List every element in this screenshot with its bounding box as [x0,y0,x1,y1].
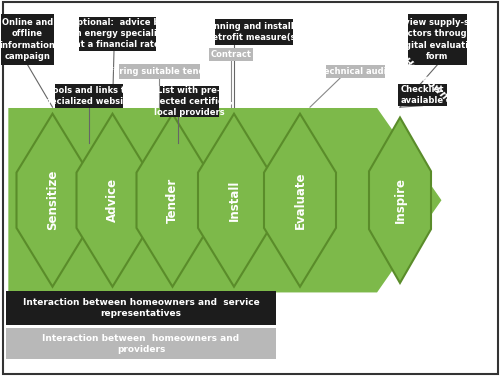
FancyBboxPatch shape [209,48,253,61]
Text: Interaction between  homeowners and
providers: Interaction between homeowners and provi… [42,334,239,354]
Text: Offering suitable tenders: Offering suitable tenders [99,67,219,76]
Polygon shape [264,114,336,287]
FancyBboxPatch shape [2,14,54,65]
Text: Providers: Providers [408,283,456,327]
Text: Interaction between homeowners and  service
representatives: Interaction between homeowners and servi… [22,298,260,318]
Text: List with pre-
selected certified,
local providers: List with pre- selected certified, local… [146,86,233,117]
Text: Technical audit: Technical audit [319,67,391,76]
Text: Install: Install [228,179,240,221]
Polygon shape [76,114,148,287]
FancyBboxPatch shape [398,84,447,106]
Text: Advice: Advice [106,178,119,222]
Polygon shape [8,107,442,293]
FancyBboxPatch shape [118,64,200,79]
FancyBboxPatch shape [78,17,156,51]
FancyBboxPatch shape [215,19,293,45]
FancyBboxPatch shape [326,65,384,78]
Text: Homeowners: Homeowners [400,56,463,115]
Text: Evaluate: Evaluate [294,171,306,229]
Polygon shape [136,114,208,287]
Text: Tender: Tender [166,177,179,223]
FancyBboxPatch shape [160,86,218,117]
Text: Planning and installing
retrofit measure(s): Planning and installing retrofit measure… [199,22,309,42]
Polygon shape [369,117,431,283]
FancyBboxPatch shape [6,291,276,325]
Text: Contract: Contract [210,50,252,59]
FancyBboxPatch shape [55,84,123,108]
Polygon shape [16,114,88,287]
Text: Online and
offline
information
campaign: Online and offline information campaign [0,18,56,61]
Text: Tools and links to
specialized websites: Tools and links to specialized websites [40,86,138,106]
FancyBboxPatch shape [6,328,276,359]
Text: Checklist
available: Checklist available [401,85,444,105]
Text: Optional:  advice by
an energy specialist
at a financial rate: Optional: advice by an energy specialist… [70,18,166,49]
Text: Sensitize: Sensitize [46,170,59,230]
Text: Review supply-side
actors through
digital evaluation
form: Review supply-side actors through digita… [392,18,484,61]
Text: Inspire: Inspire [394,177,406,223]
FancyBboxPatch shape [408,14,468,65]
Polygon shape [198,114,270,287]
